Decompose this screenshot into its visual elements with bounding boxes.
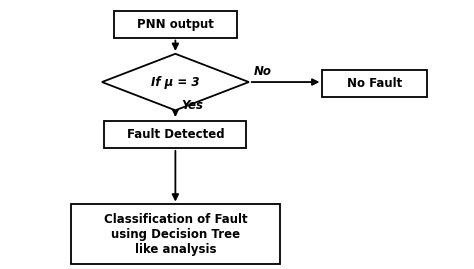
- FancyBboxPatch shape: [322, 70, 427, 97]
- Text: Fault Detected: Fault Detected: [127, 128, 224, 141]
- Text: No: No: [254, 65, 272, 78]
- Text: If μ = 3: If μ = 3: [151, 76, 200, 89]
- Text: Classification of Fault
using Decision Tree
like analysis: Classification of Fault using Decision T…: [103, 213, 247, 256]
- FancyBboxPatch shape: [104, 121, 246, 148]
- Text: PNN output: PNN output: [137, 18, 214, 31]
- FancyBboxPatch shape: [114, 11, 237, 38]
- Polygon shape: [102, 54, 249, 110]
- Text: No Fault: No Fault: [347, 77, 402, 90]
- Text: Yes: Yes: [181, 99, 203, 112]
- FancyBboxPatch shape: [71, 204, 280, 264]
